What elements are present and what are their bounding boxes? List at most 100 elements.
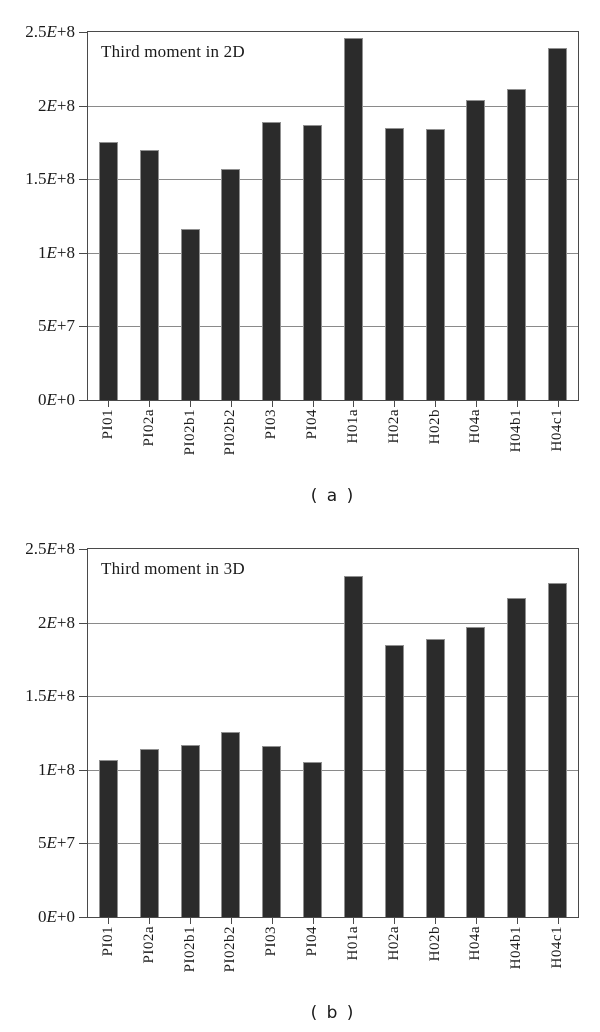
x-axis-label-H01a: H01a	[344, 409, 361, 444]
y-axis-tick	[79, 326, 87, 328]
x-axis-label-H04c1: H04c1	[549, 926, 566, 969]
y-axis-tick-label: 5E+7	[38, 316, 75, 336]
gridline	[88, 252, 578, 254]
y-axis-tick	[79, 696, 87, 698]
bar-PI02b2	[221, 168, 241, 400]
y-axis-tick	[79, 769, 87, 771]
x-axis-label-H04a: H04a	[467, 926, 484, 961]
gridline	[88, 105, 578, 107]
y-axis-tick	[79, 32, 87, 33]
x-axis-label-H01a: H01a	[344, 926, 361, 961]
x-axis-label-H02b: H02b	[426, 409, 443, 445]
bar-H04a	[466, 99, 486, 400]
x-axis-label-PI02b2: PI02b2	[222, 926, 239, 973]
x-axis-label-H02a: H02a	[385, 926, 402, 961]
bar-PI02b1	[180, 744, 200, 917]
y-axis-tick-label: 2.5E+8	[25, 539, 75, 558]
bar-H04b1	[507, 597, 527, 917]
y-axis-tick	[79, 400, 87, 401]
x-axis-tick	[435, 401, 437, 407]
y-axis-tick	[79, 179, 87, 181]
y-axis-tick	[79, 622, 87, 624]
y-axis-tick	[79, 917, 87, 918]
bar-H01a	[343, 37, 363, 400]
bar-PI04	[303, 762, 323, 917]
gridline	[88, 179, 578, 181]
x-axis-tick	[230, 918, 232, 924]
y-axis-tick-label: 1E+8	[38, 242, 75, 262]
bar-PI02a	[139, 149, 159, 400]
bar-H02b	[425, 129, 445, 400]
x-axis-label-PI03: PI03	[263, 926, 280, 957]
bar-H02a	[384, 127, 404, 400]
gridline	[88, 696, 578, 698]
x-axis-tick	[149, 401, 151, 407]
x-axis-tick	[475, 918, 477, 924]
x-axis-label-H02a: H02a	[385, 409, 402, 444]
y-axis-tick-label: 1.5E+8	[25, 169, 75, 189]
x-axis-label-PI02a: PI02a	[140, 409, 157, 447]
x-axis-label-H04a: H04a	[467, 409, 484, 444]
x-axis-tick	[230, 401, 232, 407]
x-axis-label-PI01: PI01	[99, 926, 116, 957]
bar-H04a	[466, 627, 486, 917]
x-axis-tick	[271, 401, 273, 407]
bar-PI04	[303, 124, 323, 400]
gridline	[88, 769, 578, 771]
x-axis-tick	[516, 918, 518, 924]
x-axis-label-PI02a: PI02a	[140, 926, 157, 964]
bar-H04b1	[507, 89, 527, 400]
bar-PI03	[262, 746, 282, 917]
x-axis-tick	[108, 918, 110, 924]
gridline	[88, 622, 578, 624]
x-axis-tick	[190, 401, 192, 407]
x-axis-tick	[475, 401, 477, 407]
gridline	[88, 326, 578, 328]
y-axis-tick-label: 2E+8	[38, 95, 75, 115]
x-axis-tick	[353, 401, 355, 407]
plot-area-2d: Third moment in 2D	[87, 31, 579, 401]
bar-PI01	[98, 142, 118, 400]
plot-area-3d: Third moment in 3D	[87, 548, 579, 918]
x-axis-label-PI02b2: PI02b2	[222, 409, 239, 456]
x-axis-tick	[312, 401, 314, 407]
chart-caption-a: ( a )	[310, 486, 356, 506]
x-axis-tick	[394, 401, 396, 407]
chart-third-moment-3d: Third moment in 3D ( b ) 0E+0 5E+7 1E+8 1.5…	[0, 517, 600, 1032]
x-axis-tick	[271, 918, 273, 924]
x-axis-tick	[353, 918, 355, 924]
x-axis-tick	[312, 918, 314, 924]
gridline	[88, 843, 578, 845]
x-axis-label-PI04: PI04	[304, 926, 321, 957]
chart-third-moment-2d: Third moment in 2D ( a ) 0E+0 5E+7 1E+8 1.5…	[25, 22, 579, 506]
y-axis-tick-label: 2.5E+8	[25, 22, 75, 41]
bar-PI02a	[139, 749, 159, 917]
x-axis-label-PI03: PI03	[263, 409, 280, 440]
bar-H02a	[384, 644, 404, 917]
x-axis-label-H04c1: H04c1	[549, 409, 566, 452]
x-axis-label-H04b1: H04b1	[508, 926, 525, 970]
x-axis-label-PI04: PI04	[304, 409, 321, 440]
x-axis-tick	[394, 918, 396, 924]
bar-H01a	[343, 575, 363, 917]
x-axis-label-PI01: PI01	[99, 409, 116, 440]
x-axis-label-PI02b1: PI02b1	[181, 409, 198, 456]
bar-PI02b1	[180, 229, 200, 400]
y-axis-tick	[79, 105, 87, 107]
y-axis-tick-label: 0E+0	[38, 907, 75, 926]
y-axis-tick	[79, 252, 87, 254]
y-axis-tick	[79, 843, 87, 845]
bar-H02b	[425, 638, 445, 917]
y-axis-tick-label: 5E+7	[38, 833, 75, 853]
y-axis-tick	[79, 549, 87, 550]
y-axis-tick-label: 2E+8	[38, 612, 75, 632]
x-axis-tick	[557, 401, 559, 407]
chart-title-3d: Third moment in 3D	[101, 559, 245, 578]
chart-title-2d: Third moment in 2D	[101, 42, 245, 61]
x-axis-label-H04b1: H04b1	[508, 409, 525, 453]
x-axis-tick	[435, 918, 437, 924]
bar-H04c1	[548, 582, 568, 917]
bar-PI02b2	[221, 731, 241, 917]
y-axis-tick-label: 1E+8	[38, 759, 75, 779]
x-axis-label-PI02b1: PI02b1	[181, 926, 198, 973]
